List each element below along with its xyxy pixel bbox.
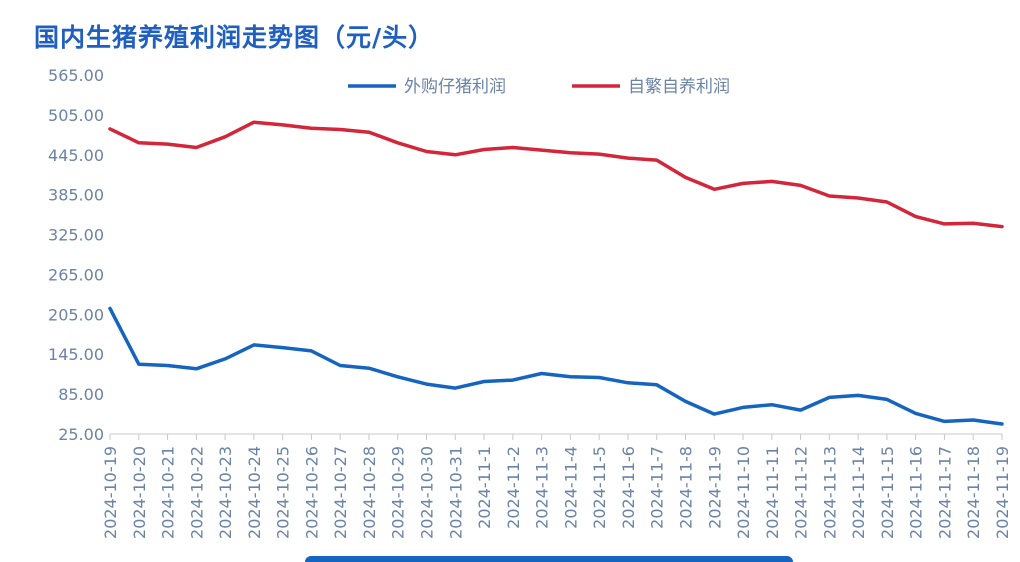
x-tick-label: 2024-10-31 [446,446,465,539]
y-tick-label: 505.00 [48,106,104,125]
y-tick-label: 25.00 [58,425,104,444]
bottom-decorative-bar [305,556,793,562]
x-tick-label: 2024-10-22 [187,446,206,539]
x-tick-label: 2024-11-8 [676,446,695,529]
x-tick-label: 2024-11-14 [849,446,868,539]
x-tick-label: 2024-10-21 [159,446,178,539]
x-tick-label: 2024-10-25 [274,446,293,539]
y-tick-label: 265.00 [48,265,104,284]
x-tick-label: 2024-11-10 [734,446,753,539]
legend-label-1: 自繁自养利润 [628,77,730,97]
y-tick-label: 325.00 [48,226,104,245]
x-tick-label: 2024-11-5 [590,446,609,529]
x-tick-label: 2024-11-16 [907,446,926,539]
chart-title: 国内生猪养殖利润走势图（元/头） [34,23,435,52]
x-tick-label: 2024-11-13 [820,446,839,539]
x-axis: 2024-10-19 2024-10-20 2024-10-21 2024-10-22… [101,433,1012,539]
x-tick-label: 2024-11-9 [705,446,724,529]
y-tick-label: 205.00 [48,305,104,324]
x-tick-label: 2024-10-30 [418,446,437,539]
y-tick-label: 85.00 [58,385,104,404]
y-tick-label: 565.00 [48,66,104,85]
x-tick-label: 2024-11-11 [763,446,782,539]
y-tick-label: 385.00 [48,186,104,205]
x-tick-label: 2024-11-17 [935,446,954,539]
x-tick-label: 2024-11-18 [964,446,983,539]
x-tick-label: 2024-11-6 [619,446,638,529]
x-tick-label: 2024-10-29 [389,446,408,539]
x-tick-label: 2024-11-7 [648,446,667,529]
x-tick-label: 2024-10-24 [245,446,264,539]
x-tick-label: 2024-10-28 [360,446,379,539]
series-line-0 [108,306,1004,426]
x-tick-label: 2024-11-4 [561,446,580,529]
x-tick-label: 2024-11-12 [792,446,811,539]
x-tick-label: 2024-11-1 [475,446,494,529]
y-axis: 565.00 505.00 445.00 385.00 325.00 265.00 205.… [48,66,104,444]
series-lines [108,120,1004,426]
x-tick-label: 2024-11-19 [993,446,1012,539]
legend-label-0: 外购仔猪利润 [404,77,506,97]
x-tick-label: 2024-11-3 [533,446,552,529]
x-tick-label: 2024-11-2 [504,446,523,529]
x-tick-label: 2024-10-27 [331,446,350,539]
x-tick-label: 2024-10-20 [130,446,149,539]
series-line-1 [108,120,1004,229]
y-tick-label: 145.00 [48,345,104,364]
y-tick-label: 445.00 [48,146,104,165]
x-tick-label: 2024-11-15 [878,446,897,539]
legend: 外购仔猪利润 自繁自养利润 [348,77,730,97]
x-tick-label: 2024-10-23 [216,446,235,539]
x-tick-label: 2024-10-26 [302,446,321,539]
x-tick-label: 2024-10-19 [101,446,120,539]
